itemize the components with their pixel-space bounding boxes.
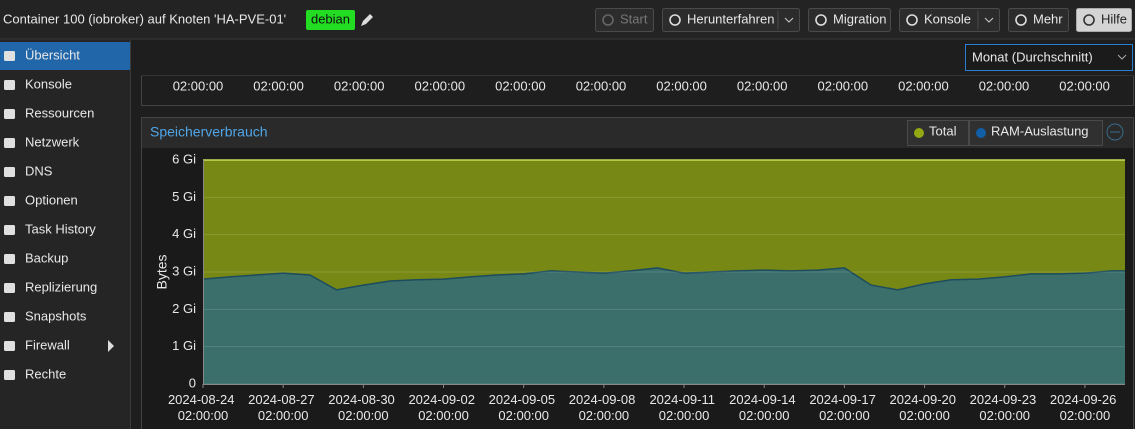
- x-tick-label: 2024-09-20 02:00:00: [890, 392, 960, 423]
- sidebar-item[interactable]: Snapshots: [25, 308, 87, 323]
- button-label: Mehr: [1033, 11, 1063, 26]
- sidebar-item[interactable]: Rechte: [25, 366, 66, 381]
- x-tick-label: 2024-09-23 02:00:00: [970, 392, 1040, 423]
- legend-label: RAM-Auslastung: [991, 123, 1089, 138]
- sidebar-item[interactable]: Konsole: [25, 76, 72, 91]
- x-tick-label: 2024-09-17 02:00:00: [809, 392, 879, 423]
- dropdown-chevron[interactable]: [784, 17, 794, 23]
- sidebar-icon: [4, 283, 15, 293]
- upper-x-tick-label: 02:00:00: [1059, 78, 1110, 93]
- sidebar-item[interactable]: Übersicht: [25, 47, 80, 62]
- button-icon: [815, 14, 827, 26]
- sidebar-icon: [4, 312, 15, 322]
- toolbar-button[interactable]: [899, 8, 1000, 32]
- sidebar-item[interactable]: DNS: [25, 163, 53, 178]
- sidebar-item[interactable]: Firewall: [25, 337, 70, 352]
- y-tick-label: 1 Gi: [172, 338, 196, 353]
- upper-x-tick-label: 02:00:00: [737, 78, 788, 93]
- button-label: Herunterfahren: [687, 11, 774, 26]
- button-icon: [906, 14, 918, 26]
- x-tick-label: 2024-09-02 02:00:00: [408, 392, 478, 423]
- sidebar-icon: [4, 80, 15, 90]
- upper-x-tick-label: 02:00:00: [817, 78, 868, 93]
- button-label: Hilfe: [1101, 11, 1127, 26]
- toolbar-button[interactable]: [1008, 8, 1069, 32]
- sidebar-item[interactable]: Ressourcen: [25, 105, 94, 120]
- sidebar: [0, 40, 130, 429]
- sidebar-item[interactable]: Backup: [25, 250, 68, 265]
- tag-label: debian: [311, 11, 350, 26]
- timeframe-value: Monat (Durchschnitt): [972, 49, 1093, 64]
- legend-swatch: [914, 128, 924, 138]
- x-tick-label: 2024-09-05 02:00:00: [489, 392, 559, 423]
- button-label: Konsole: [924, 11, 971, 26]
- sidebar-icon: [4, 341, 15, 351]
- tag[interactable]: [306, 10, 355, 30]
- upper-x-tick-label: 02:00:00: [334, 78, 385, 93]
- toolbar-button[interactable]: [808, 8, 891, 32]
- y-tick-label: 2 Gi: [172, 301, 196, 316]
- legend-swatch: [976, 128, 986, 138]
- y-tick-label: 6 Gi: [172, 151, 196, 166]
- sidebar-icon: [4, 370, 15, 380]
- button-label: Start: [620, 11, 648, 26]
- button-icon: [1015, 14, 1027, 26]
- button-icon: [1083, 14, 1095, 26]
- upper-x-tick-label: 02:00:00: [656, 78, 707, 93]
- x-tick-label: 2024-09-08 02:00:00: [569, 392, 639, 423]
- chart-title: Speicherverbrauch: [150, 124, 268, 140]
- area-line: [202, 267, 1125, 291]
- y-tick-label: 0: [189, 375, 196, 390]
- sidebar-icon: [4, 51, 15, 61]
- toolbar-button[interactable]: [1076, 8, 1132, 32]
- sidebar-icon: [4, 196, 15, 206]
- sidebar-item[interactable]: Replizierung: [25, 279, 97, 294]
- area: [203, 267, 1125, 384]
- header-title: Container 100 (iobroker) auf Knoten 'HA-…: [3, 11, 286, 26]
- toolbar-button[interactable]: [595, 8, 654, 32]
- upper-x-tick-label: 02:00:00: [898, 78, 949, 93]
- upper-x-tick-label: 02:00:00: [253, 78, 304, 93]
- sidebar-icon: [4, 225, 15, 235]
- sidebar-item[interactable]: Netzwerk: [25, 134, 80, 149]
- x-tick-label: 2024-09-11 02:00:00: [649, 392, 718, 423]
- submenu-arrow: [108, 340, 114, 352]
- x-tick-label: 2024-09-26 02:00:00: [1050, 392, 1120, 423]
- timeframe-select[interactable]: [965, 44, 1133, 71]
- x-tick-label: 2024-08-27 02:00:00: [248, 392, 318, 423]
- upper-x-tick-label: 02:00:00: [979, 78, 1030, 93]
- sidebar-icon: [4, 138, 15, 148]
- select-chevron: [1117, 54, 1127, 60]
- sidebar-icon: [4, 167, 15, 177]
- edit-icon[interactable]: [361, 14, 373, 26]
- sidebar-item[interactable]: Optionen: [25, 192, 78, 207]
- button-label: Migration: [833, 11, 886, 26]
- button-icon: [669, 14, 681, 26]
- toolbar-button[interactable]: [662, 8, 800, 32]
- x-tick-label: 2024-08-24 02:00:00: [168, 392, 238, 423]
- upper-x-tick-label: 02:00:00: [173, 78, 224, 93]
- button-icon: [602, 14, 614, 26]
- sidebar-icon: [4, 254, 15, 264]
- y-tick-label: 5 Gi: [172, 189, 196, 204]
- sidebar-selected: [0, 42, 130, 70]
- y-axis-label: Bytes: [154, 254, 170, 289]
- upper-x-tick-label: 02:00:00: [414, 78, 465, 93]
- legend-item[interactable]: [969, 120, 1103, 146]
- upper-x-tick-label: 02:00:00: [495, 78, 546, 93]
- y-tick-label: 4 Gi: [172, 226, 196, 241]
- sidebar-item[interactable]: Task History: [25, 221, 96, 236]
- collapse-button[interactable]: [1106, 123, 1124, 141]
- sidebar-icon: [4, 109, 15, 119]
- x-tick-label: 2024-09-14 02:00:00: [729, 392, 799, 423]
- x-tick-label: 2024-08-30 02:00:00: [328, 392, 398, 423]
- dropdown-chevron[interactable]: [984, 17, 994, 23]
- upper-x-tick-label: 02:00:00: [576, 78, 627, 93]
- legend-label: Total: [929, 123, 957, 138]
- y-tick-label: 3 Gi: [172, 263, 196, 278]
